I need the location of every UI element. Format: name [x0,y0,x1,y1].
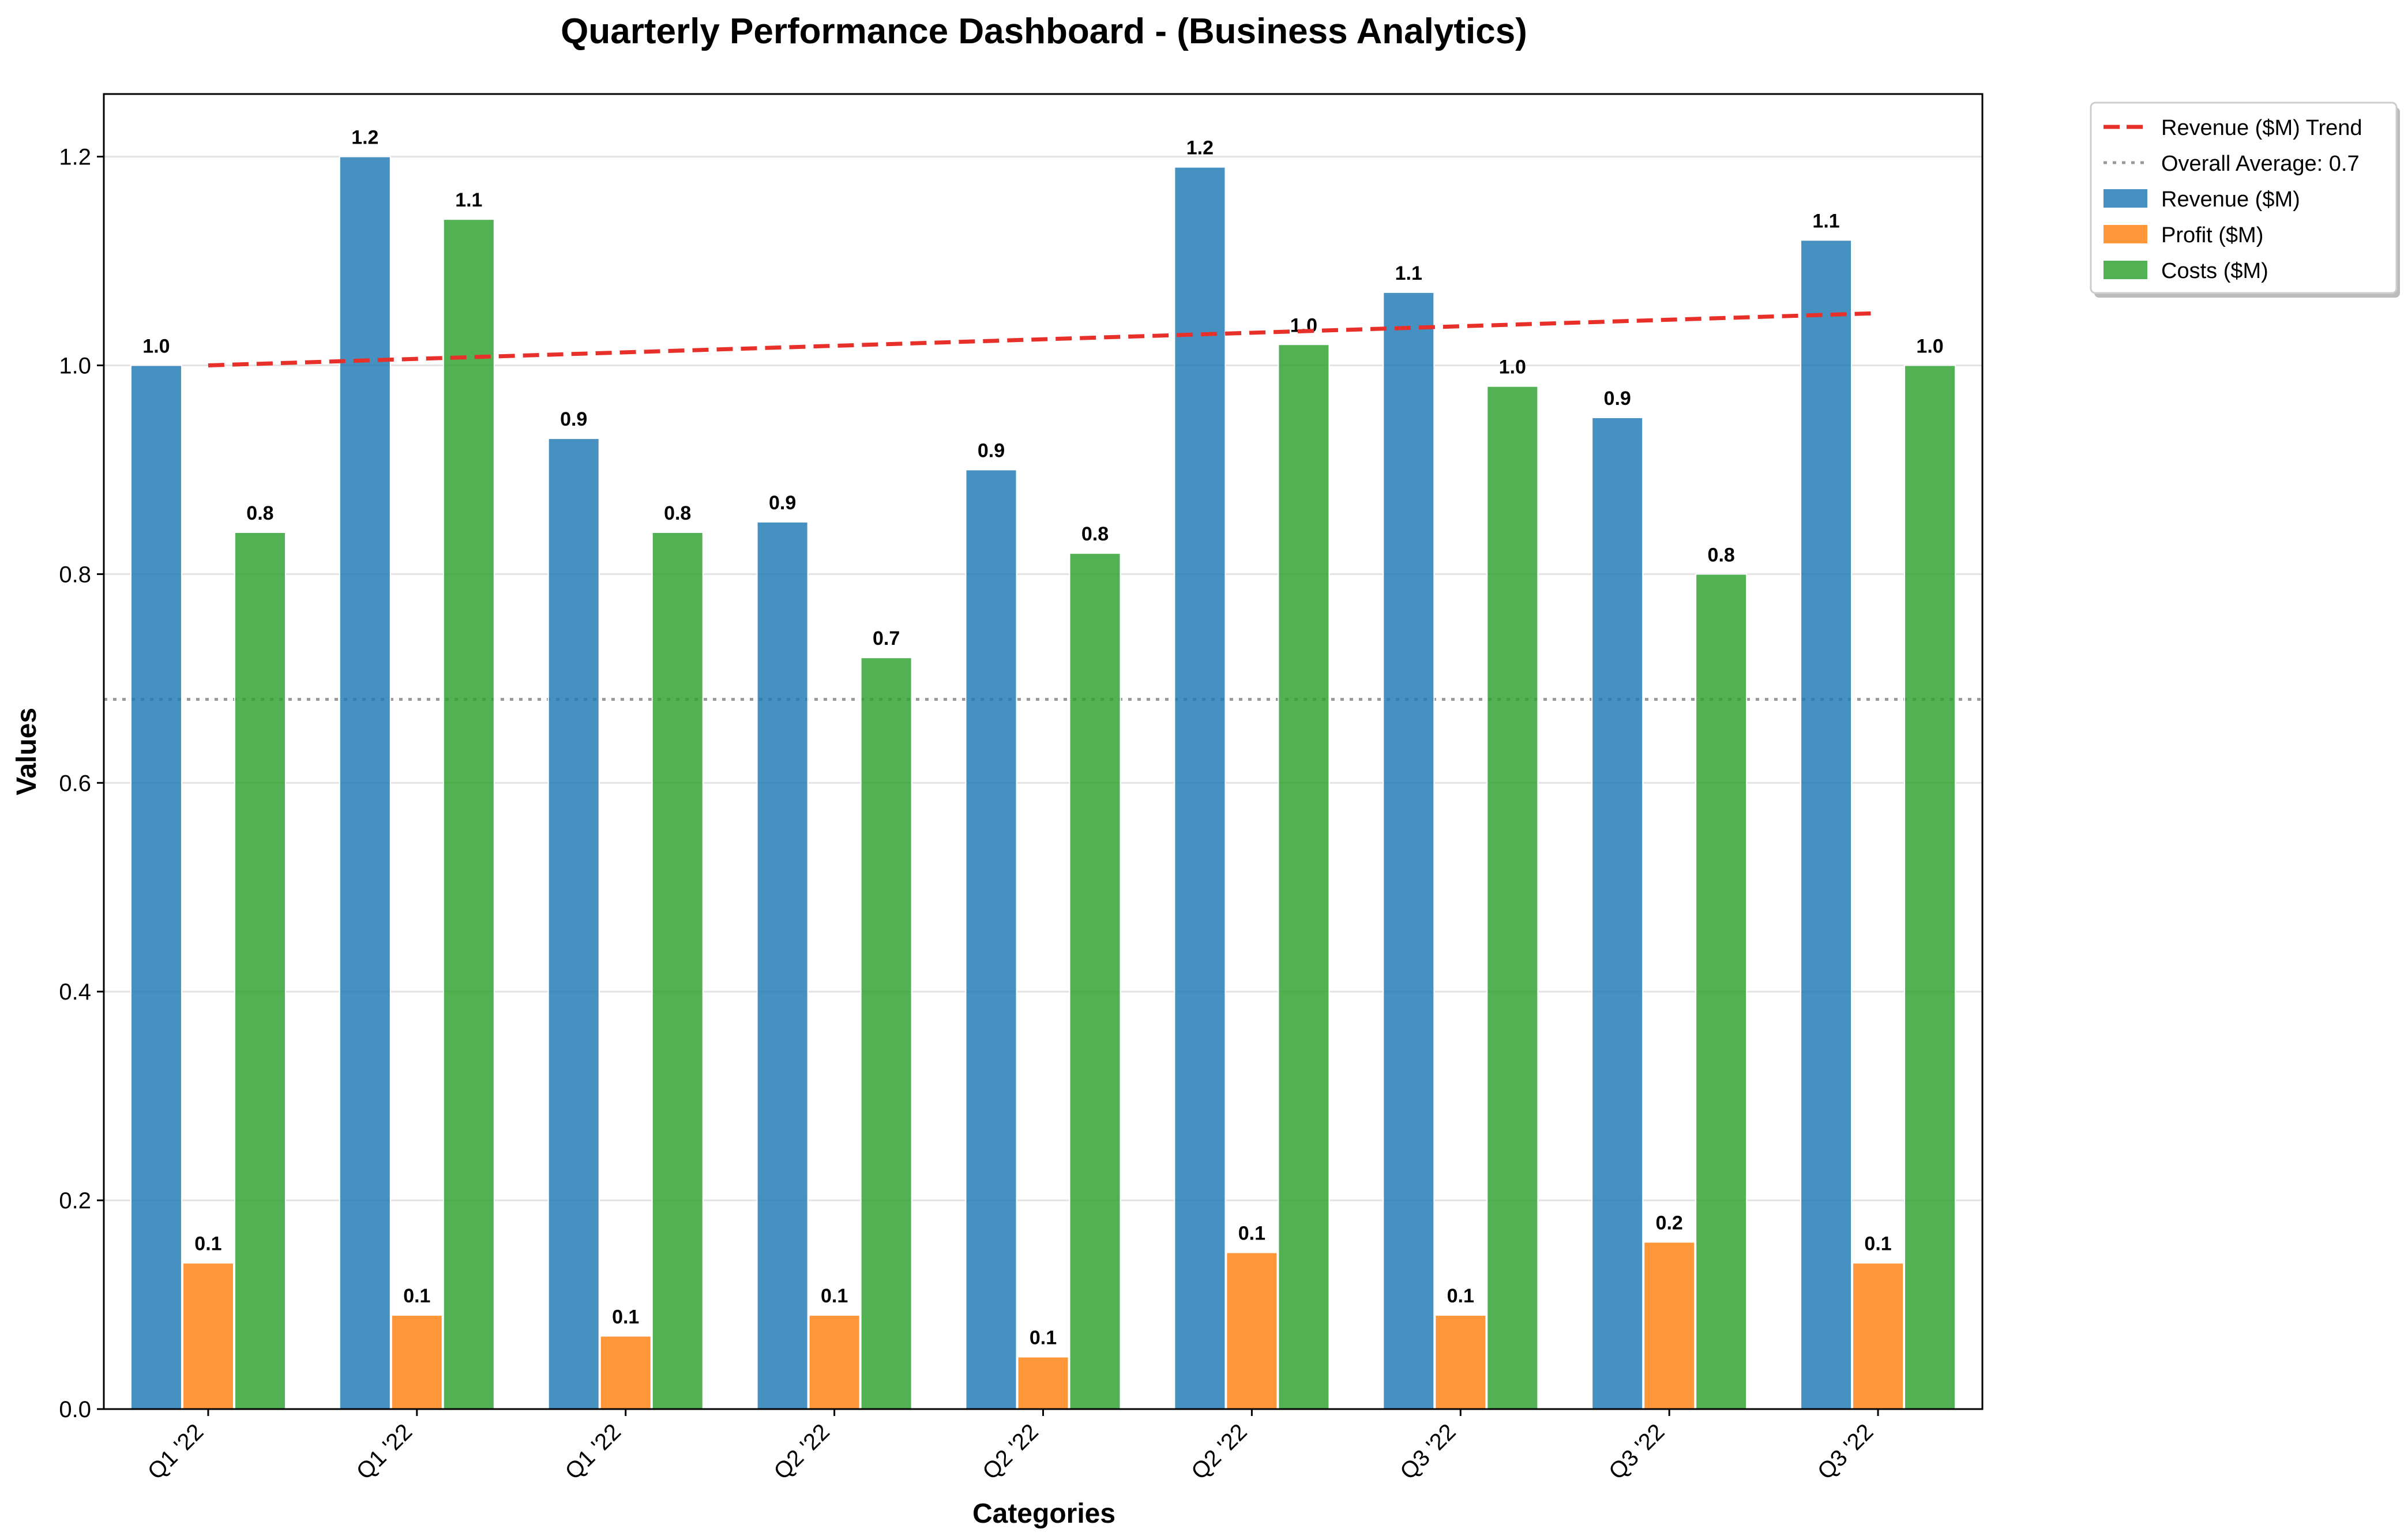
data-label-2-1: 1.1 [455,189,482,211]
bar-2-3 [860,657,912,1410]
bar-1-2 [599,1335,652,1410]
bar-1-0 [182,1262,234,1410]
data-label-0-3: 0.9 [769,492,796,514]
bar-0-0 [130,365,182,1410]
data-label-0-0: 1.0 [142,335,170,357]
y-tick-label: 0.0 [59,1397,91,1422]
bar-1-6 [1434,1314,1487,1410]
bar-0-5 [1174,166,1226,1410]
bar-2-1 [442,219,495,1410]
data-label-0-6: 1.1 [1395,262,1422,284]
data-label-2-0: 0.8 [246,502,273,524]
y-axis-label: Values [12,708,42,795]
data-label-2-4: 0.8 [1081,523,1109,545]
bar-1-4 [1017,1356,1069,1410]
y-tick-label: 0.2 [59,1188,91,1214]
data-label-2-2: 0.8 [664,502,691,524]
y-tick-label: 1.0 [59,353,91,378]
data-label-0-2: 0.9 [560,408,587,430]
data-label-0-8: 1.1 [1812,210,1839,232]
bars: 1.0 0.1 0.8 1.2 0.1 1.1 0.9 0.1 0.8 0.9 0.1 0.7 0.9 0… [130,127,1956,1410]
data-label-1-2: 0.1 [612,1306,639,1328]
chart-title: Quarterly Performance Dashboard - (Busin… [561,12,1527,51]
bar-2-4 [1069,553,1121,1410]
bar-1-3 [808,1314,861,1410]
y-tick-label: 1.2 [59,145,91,170]
bar-0-1 [339,156,391,1410]
bar-0-8 [1800,239,1853,1410]
data-label-2-8: 1.0 [1916,335,1943,357]
data-label-1-8: 0.1 [1864,1233,1891,1255]
data-label-2-3: 0.7 [873,628,900,649]
legend-entry-2: Revenue ($M) [2161,187,2300,212]
legend: Revenue ($M) Trend Overall Average: 0.7 Re… [2090,102,2400,298]
bar-2-8 [1904,365,1956,1410]
legend-box [2090,102,2398,294]
bar-2-7 [1695,573,1748,1410]
bar-2-0 [234,532,286,1410]
legend-patch-4 [2104,261,2147,279]
data-label-0-1: 1.2 [351,127,378,149]
data-label-0-4: 0.9 [978,440,1005,461]
bar-1-5 [1226,1252,1278,1410]
x-axis-label: Categories [972,1498,1115,1529]
bar-0-2 [547,438,600,1410]
legend-entry-3: Profit ($M) [2161,223,2263,247]
data-label-1-6: 0.1 [1447,1285,1474,1307]
bar-1-1 [390,1314,443,1410]
legend-entry-0: Revenue ($M) Trend [2161,116,2362,140]
bar-1-7 [1643,1241,1696,1410]
bar-0-4 [965,469,1017,1410]
data-label-2-6: 1.0 [1499,356,1526,378]
data-label-0-5: 1.2 [1186,137,1214,159]
data-label-1-1: 0.1 [403,1285,430,1307]
bar-1-8 [1852,1262,1905,1410]
legend-patch-3 [2104,225,2147,243]
revenue-trend-line [208,311,1879,367]
legend-entry-1: Overall Average: 0.7 [2161,152,2360,176]
y-tick-label: 0.8 [59,562,91,587]
data-label-0-7: 0.9 [1604,388,1631,410]
bar-2-6 [1486,385,1539,1410]
bar-0-6 [1383,291,1435,1410]
y-tick-label: 0.6 [59,771,91,796]
bar-2-5 [1278,344,1330,1410]
bar-0-3 [756,521,809,1410]
data-label-1-0: 0.1 [194,1233,221,1255]
trend-line-group [208,311,1879,367]
legend-entry-4: Costs ($M) [2161,259,2268,283]
legend-patch-2 [2104,189,2147,208]
data-label-1-3: 0.1 [821,1285,848,1307]
data-label-1-5: 0.1 [1238,1223,1265,1245]
data-label-2-7: 0.8 [1708,544,1735,566]
bar-2-2 [651,532,704,1410]
y-axis: 0.0 0.2 0.4 0.6 0.8 1.0 1.2 [59,145,104,1422]
data-label-1-4: 0.1 [1030,1327,1057,1349]
bar-0-7 [1591,416,1644,1410]
data-label-1-7: 0.2 [1656,1212,1683,1234]
y-tick-label: 0.4 [59,979,91,1005]
